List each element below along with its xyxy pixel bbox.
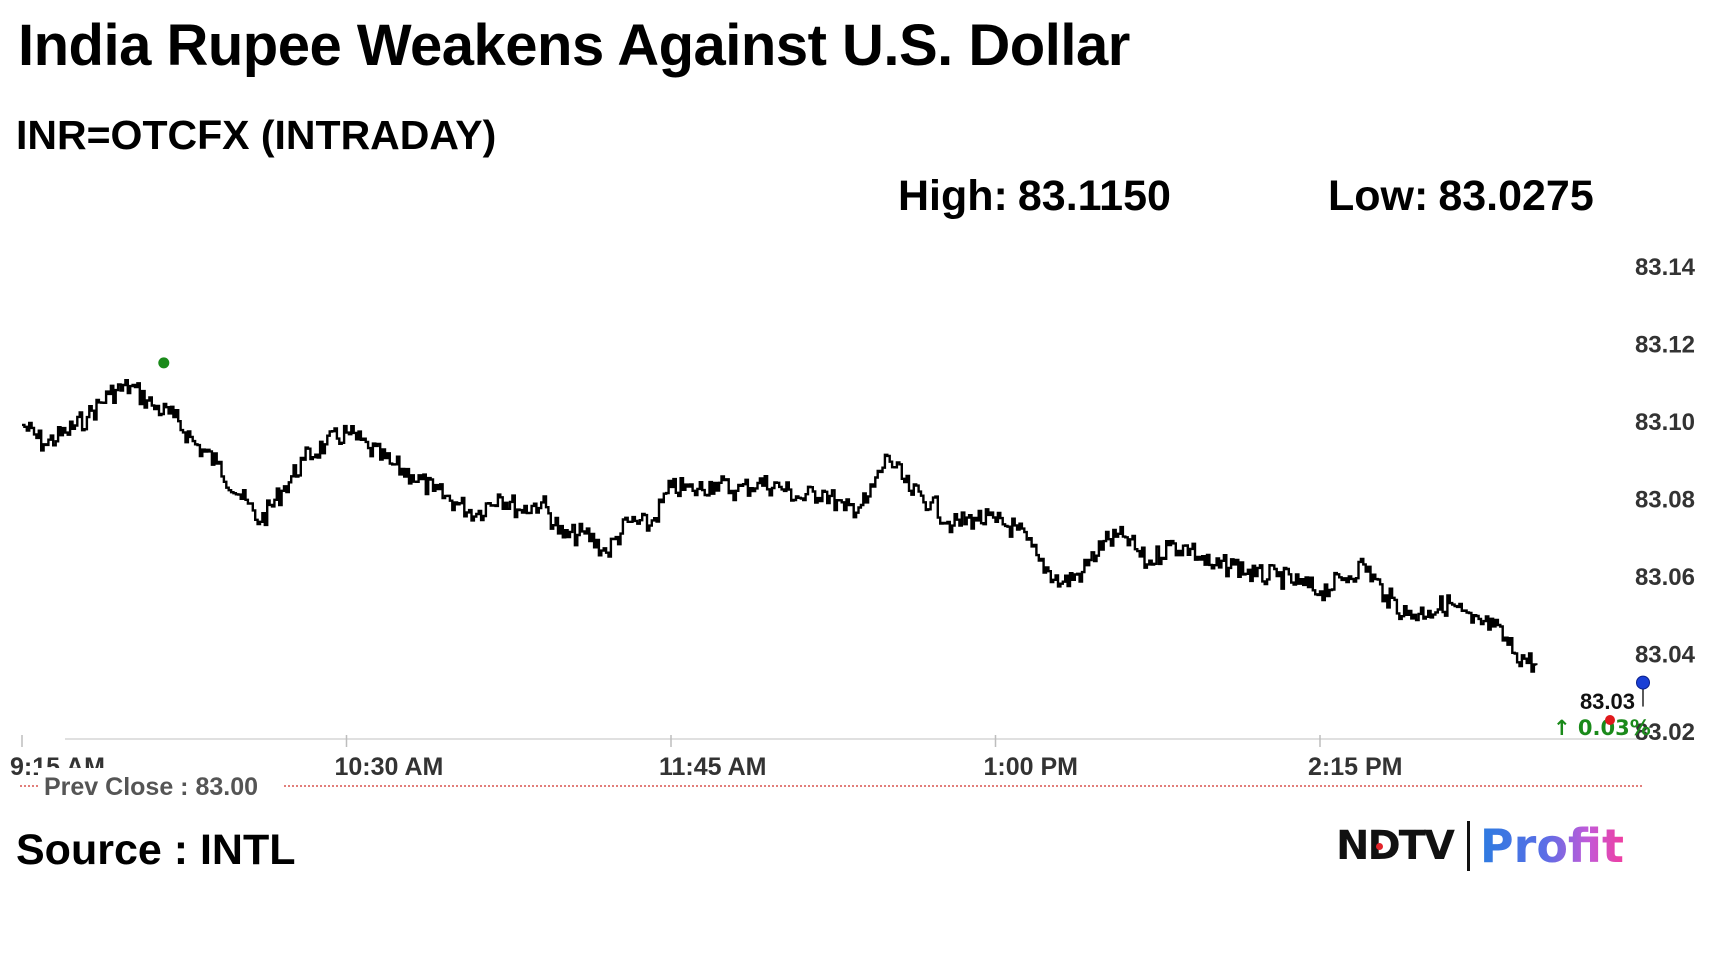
y-tick-label: 83.04 <box>1635 642 1696 669</box>
x-tick-label: 2:15 PM <box>1308 753 1402 781</box>
chart-subtitle: INR=OTCFX (INTRADAY) <box>16 112 497 158</box>
y-tick-label: 83.14 <box>1635 254 1696 281</box>
last-value-label: 83.03 <box>1580 689 1635 714</box>
chart-title: India Rupee Weakens Against U.S. Dollar <box>18 13 1130 78</box>
source-label: Source : INTL <box>16 826 296 874</box>
high-label: High: <box>898 172 1008 220</box>
x-tick-label: 1:00 PM <box>984 753 1078 781</box>
high-stat: High: 83.1150 <box>898 172 1171 221</box>
prev-close-label-bg <box>38 768 283 802</box>
x-tick-label: 11:45 AM <box>659 753 766 781</box>
y-tick-label: 83.12 <box>1635 332 1695 359</box>
logo-product: Profit <box>1479 819 1625 873</box>
y-tick-label: 83.02 <box>1635 719 1695 746</box>
y-tick-label: 83.08 <box>1635 487 1695 514</box>
current-marker <box>1636 675 1650 690</box>
logo-divider <box>1466 821 1470 871</box>
y-tick-label: 83.10 <box>1635 409 1695 436</box>
ndtv-profit-logo: NDTV Profit <box>1336 818 1624 874</box>
x-tick-label: 10:30 AM <box>335 753 444 781</box>
prev-close-label: Prev Close : 83.00 <box>44 773 258 801</box>
high-value: 83.1150 <box>1017 172 1171 220</box>
low-value: 83.0275 <box>1438 172 1594 220</box>
low-stat: Low: 83.0275 <box>1328 172 1594 221</box>
low-marker <box>1605 715 1615 725</box>
change-label: ↑ 0.03% <box>1553 716 1651 740</box>
y-tick-label: 83.06 <box>1635 564 1695 591</box>
low-label: Low: <box>1328 172 1429 220</box>
high-marker <box>158 357 170 369</box>
logo-brand: NDTV <box>1336 823 1455 869</box>
price-series-line <box>22 379 1538 673</box>
